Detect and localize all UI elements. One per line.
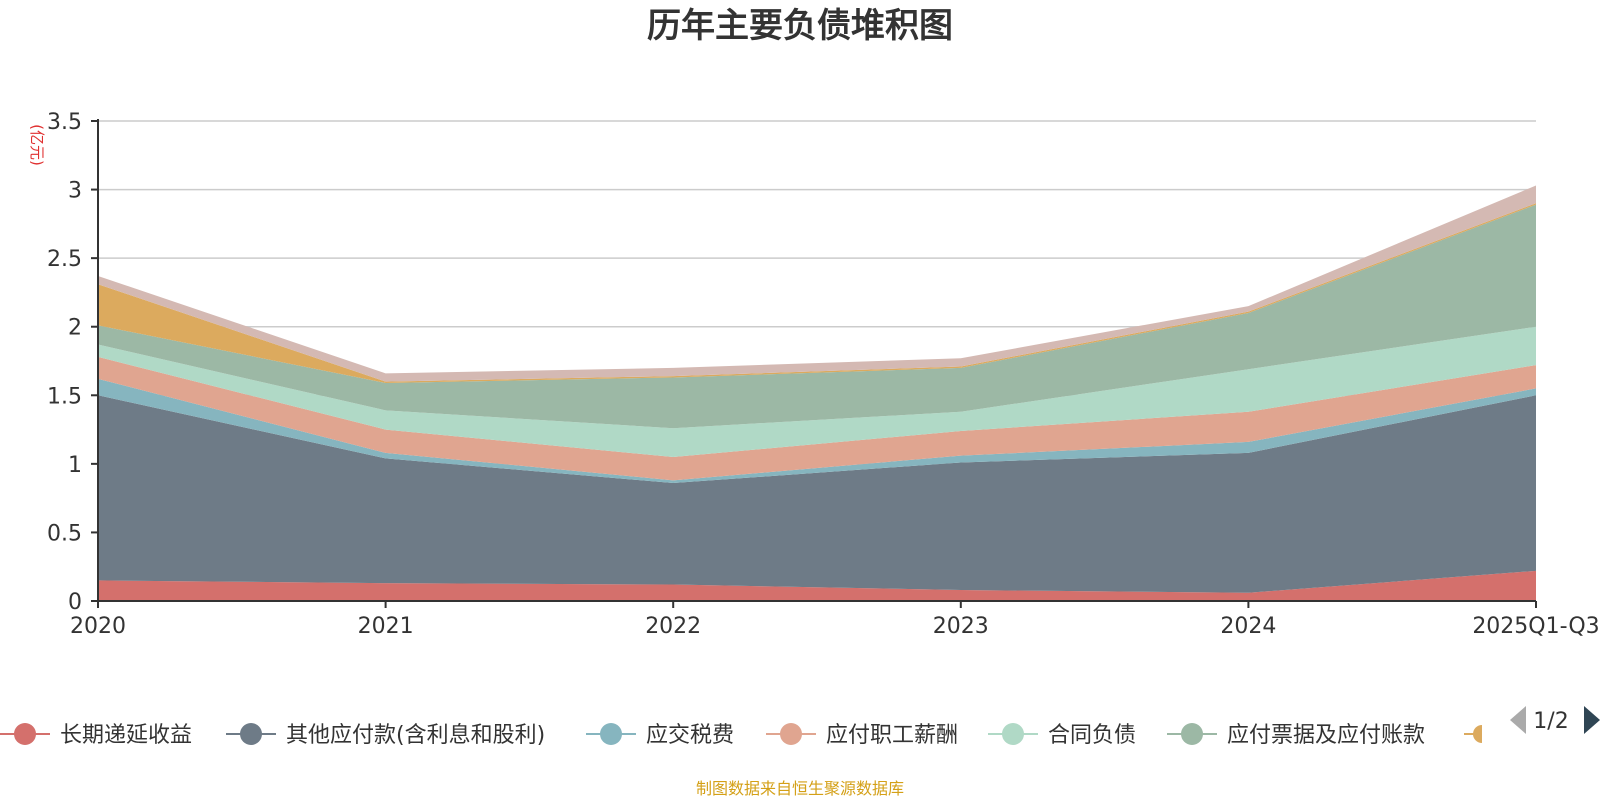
legend-circle-icon <box>1002 723 1024 745</box>
x-tick-label: 2021 <box>358 614 414 639</box>
chart-title: 历年主要负债堆积图 <box>647 6 953 46</box>
legend-circle-icon <box>780 723 802 745</box>
series-area-3 <box>98 356 1536 481</box>
x-tick-labels: 2020 2021 2022 2023 2024 2025Q1-Q3 <box>70 614 1600 639</box>
axes <box>91 119 1537 608</box>
legend-circle-icon <box>600 723 622 745</box>
y-tick-label: 3.5 <box>47 110 82 135</box>
legend-circle-icon <box>240 723 262 745</box>
y-tick-label: 2 <box>68 316 82 341</box>
x-tick-label: 2023 <box>933 614 989 639</box>
triangle-right-icon[interactable] <box>1584 706 1600 734</box>
legend-item[interactable]: 合同负债 <box>988 723 1136 748</box>
legend-circle-icon <box>14 723 36 745</box>
legend-page-label: 1/2 <box>1533 709 1568 734</box>
y-tick-label: 3 <box>68 179 82 204</box>
legend-item[interactable]: 应交税费 <box>586 723 734 748</box>
legend-label: 其他应付款(含利息和股利) <box>286 723 545 748</box>
legend-label: 合同负债 <box>1048 723 1136 748</box>
source-note: 制图数据来自恒生聚源数据库 <box>696 779 904 798</box>
legend-label: 应付职工薪酬 <box>826 723 958 748</box>
legend-label: 应付票据及应付账款 <box>1227 723 1425 748</box>
y-tick-label: 0.5 <box>47 521 82 546</box>
legend: 长期递延收益 其他应付款(含利息和股利) 应交税费 应付职工薪酬 合同负债 应付票据及应付… <box>0 723 1482 748</box>
y-tick-label: 0 <box>68 590 82 615</box>
x-tick-label: 2025Q1-Q3 <box>1472 614 1599 639</box>
series-area-4 <box>98 326 1536 457</box>
legend-item[interactable]: 其他应付款(含利息和股利) <box>226 723 545 748</box>
y-tick-labels: 0 0.5 1 1.5 2 2.5 3 3.5 <box>47 110 82 615</box>
y-tick-label: 2.5 <box>47 247 82 272</box>
legend-item[interactable]: 应付职工薪酬 <box>766 723 958 748</box>
triangle-left-icon[interactable] <box>1510 706 1526 734</box>
legend-item[interactable]: 长期递延收益 <box>0 723 192 748</box>
legend-item-clipped[interactable] <box>1464 725 1482 743</box>
x-tick-label: 2024 <box>1220 614 1276 639</box>
series-area-1 <box>98 395 1536 593</box>
y-tick-label: 1 <box>68 453 82 478</box>
legend-label: 长期递延收益 <box>60 723 192 748</box>
x-tick-label: 2020 <box>70 614 126 639</box>
series-areas <box>98 185 1536 601</box>
legend-pager: 1/2 <box>1510 706 1600 734</box>
legend-circle-icon <box>1473 725 1482 743</box>
legend-circle-icon <box>1181 723 1203 745</box>
series-area-0 <box>98 570 1536 601</box>
x-tick-label: 2022 <box>645 614 701 639</box>
y-tick-label: 1.5 <box>47 384 82 409</box>
legend-item[interactable]: 应付票据及应付账款 <box>1167 723 1425 748</box>
legend-label: 应交税费 <box>646 723 734 748</box>
y-axis-unit-label: (亿元) <box>28 124 46 166</box>
series-area-5 <box>98 204 1536 429</box>
